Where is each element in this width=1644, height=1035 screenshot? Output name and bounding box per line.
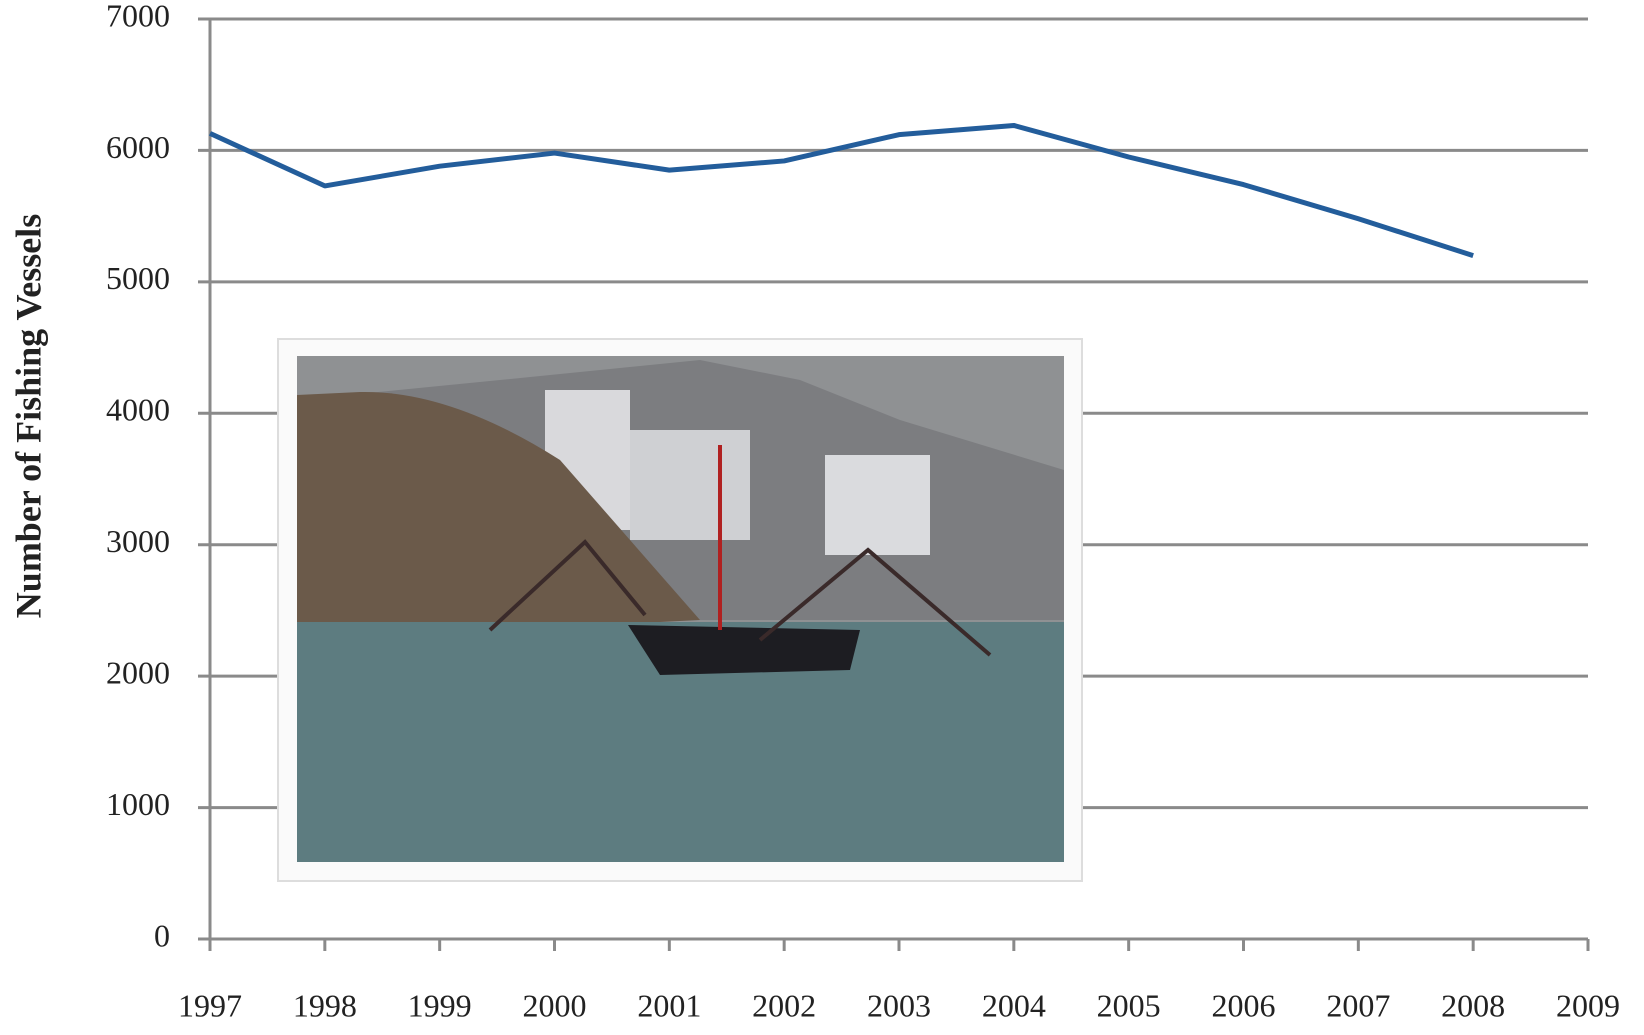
y-tick-label: 7000 xyxy=(106,0,170,33)
x-tick-label: 2008 xyxy=(1441,987,1505,1023)
x-tick-label: 1999 xyxy=(408,987,472,1023)
x-tick-label: 2000 xyxy=(523,987,587,1023)
photo-hill xyxy=(297,391,700,640)
photo-building xyxy=(825,455,930,555)
x-tick-label: 2004 xyxy=(982,987,1046,1023)
x-tick-label: 2009 xyxy=(1556,987,1620,1023)
photo-boat xyxy=(628,625,860,675)
x-tick-label: 2005 xyxy=(1097,987,1161,1023)
y-axis-label: Number of Fishing Vessels xyxy=(8,214,48,618)
y-tick-label: 4000 xyxy=(106,392,170,428)
y-tick-label: 1000 xyxy=(106,786,170,822)
data-line xyxy=(208,122,1474,258)
x-tick-label: 1998 xyxy=(293,987,357,1023)
x-tick-label: 2002 xyxy=(752,987,816,1023)
y-tick-label: 3000 xyxy=(106,523,170,559)
photo-building xyxy=(630,430,750,540)
y-tick-label: 6000 xyxy=(106,129,170,165)
photo xyxy=(277,338,1083,882)
y-tick-label: 5000 xyxy=(106,260,170,296)
x-tick-label: 2006 xyxy=(1212,987,1276,1023)
x-tick-label: 2001 xyxy=(637,987,701,1023)
x-tick-label: 2003 xyxy=(867,987,931,1023)
y-tick-label: 0 xyxy=(154,917,170,953)
photo-booms xyxy=(488,539,992,657)
x-tick-label: 2007 xyxy=(1326,987,1390,1023)
x-tick-label: 1997 xyxy=(178,987,242,1023)
y-tick-label: 2000 xyxy=(106,654,170,690)
